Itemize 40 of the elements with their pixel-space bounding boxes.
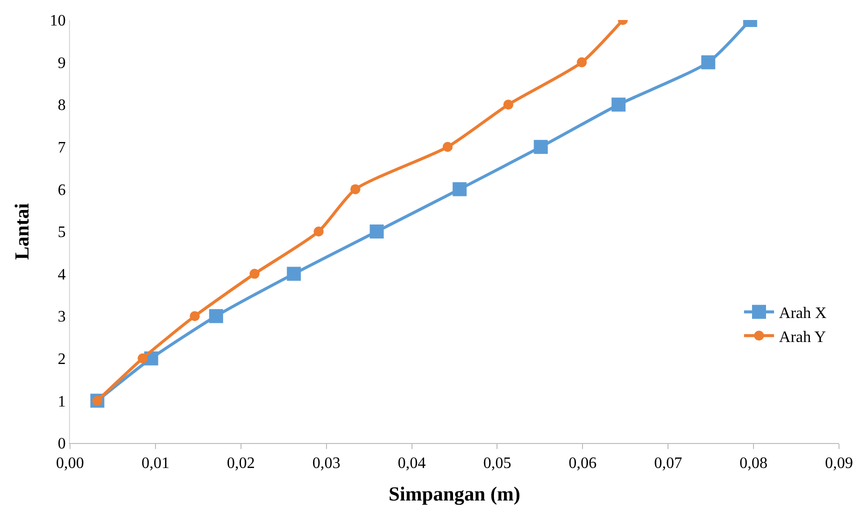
y-tick-label: 10 xyxy=(50,12,66,30)
x-axis-title: Simpangan (m) xyxy=(388,484,520,506)
x-tick-label: 0,05 xyxy=(483,455,512,472)
point xyxy=(612,98,626,112)
y-tick-label: 5 xyxy=(58,224,66,242)
x-tick-label: 0,07 xyxy=(654,455,682,472)
point xyxy=(209,309,224,324)
y-tick-label: 6 xyxy=(58,182,66,199)
point xyxy=(250,268,260,279)
y-tick-label: 9 xyxy=(58,54,66,72)
x-tick-label: 0,04 xyxy=(398,455,426,472)
point xyxy=(286,266,301,281)
x-tick-label: 0,06 xyxy=(568,455,597,472)
y-tick-label: 1 xyxy=(58,393,66,410)
y-tick-label: 3 xyxy=(58,308,66,326)
y-tick-label: 0 xyxy=(58,436,66,453)
x-tick-label: 0,09 xyxy=(825,455,853,472)
point xyxy=(442,142,453,152)
point xyxy=(350,184,360,194)
point xyxy=(576,57,587,68)
point xyxy=(534,140,548,154)
point xyxy=(452,182,467,196)
y-axis-title: Lantai xyxy=(11,202,34,260)
x-tick-label: 0,08 xyxy=(740,455,768,472)
legend-label: Arah X xyxy=(779,305,828,322)
x-tick-label: 0,02 xyxy=(226,455,255,472)
point xyxy=(314,226,324,236)
point xyxy=(701,55,716,70)
x-tick-label: 0,00 xyxy=(56,455,84,472)
x-tick-label: 0,03 xyxy=(312,455,340,472)
point xyxy=(138,353,148,364)
legend-label: Arah Y xyxy=(779,328,826,346)
x-tick-label: 0,01 xyxy=(141,455,170,472)
point xyxy=(370,224,384,238)
y-tick-label: 4 xyxy=(58,266,66,284)
point xyxy=(503,100,514,110)
point xyxy=(190,311,200,322)
y-tick-label: 8 xyxy=(58,97,66,114)
y-tick-label: 7 xyxy=(58,140,66,156)
y-tick-label: 2 xyxy=(58,351,66,368)
